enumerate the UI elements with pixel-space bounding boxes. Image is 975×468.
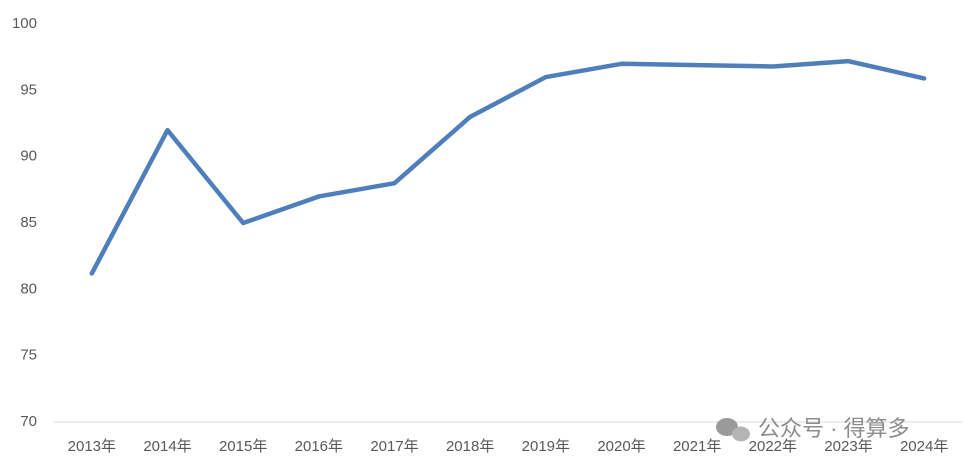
x-tick-label: 2020年	[597, 438, 645, 455]
line	[89, 58, 927, 276]
y-tick-label: 90	[20, 148, 37, 165]
x-tick-label: 2021年	[673, 438, 721, 455]
x-tick-label: 2013年	[68, 438, 116, 455]
x-tick-label: 2014年	[143, 438, 191, 455]
y-tick-label: 70	[20, 413, 37, 430]
x-tick-label: 2024年	[900, 438, 948, 455]
x-tick-label: 2022年	[749, 438, 797, 455]
x-tick-label: 2018年	[446, 438, 494, 455]
x-tick-label: 2019年	[522, 438, 570, 455]
y-tick-label: 85	[20, 214, 37, 231]
watermark: 公众号 · 得算多	[758, 416, 910, 441]
y-tick-label: 95	[20, 81, 37, 98]
y-tick-label: 75	[20, 347, 37, 364]
x-tick-label: 2016年	[295, 438, 343, 455]
y-tick-label: 100	[12, 15, 37, 32]
x-tick-label: 2017年	[370, 438, 418, 455]
x-tick-label: 2023年	[824, 438, 872, 455]
watermark-icon	[716, 418, 750, 442]
y-tick-label: 80	[20, 280, 37, 297]
x-tick-label: 2015年	[219, 438, 267, 455]
